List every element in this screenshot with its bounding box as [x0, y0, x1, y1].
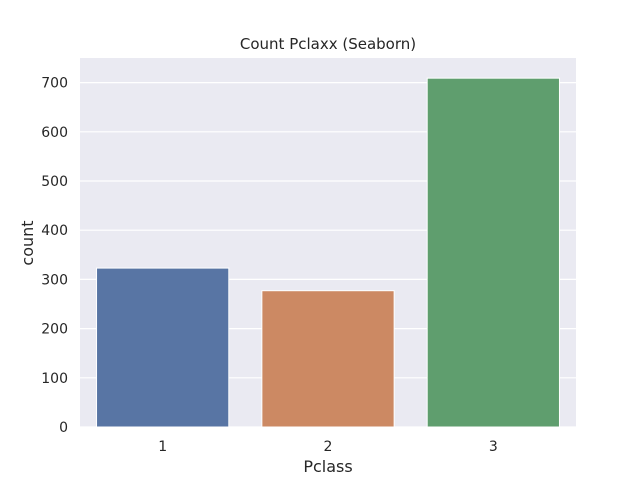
y-tick-label: 200: [41, 322, 68, 338]
y-tick-label: 600: [41, 125, 68, 141]
bar-pclass-3: [426, 77, 560, 428]
x-axis-label: Pclass: [303, 457, 352, 476]
y-tick-label: 500: [41, 174, 68, 190]
x-tick-label: 1: [158, 439, 167, 455]
y-tick-label: 300: [41, 272, 68, 288]
x-tick-labels: 1 2 3: [158, 439, 498, 455]
chart-title: Count Pclaxx (Seaborn): [240, 35, 416, 53]
y-axis-label: count: [18, 220, 37, 265]
y-tick-label: 700: [41, 76, 68, 92]
x-tick-label: 2: [324, 439, 333, 455]
bar-pclass-1: [96, 267, 230, 428]
y-tick-label: 100: [41, 371, 68, 387]
y-tick-label: 0: [59, 420, 68, 436]
bar-pclass-2: [261, 290, 395, 428]
bars: [96, 77, 560, 428]
y-tick-label: 400: [41, 223, 68, 239]
y-tick-labels: 0 100 200 300 400 500 600 700: [41, 76, 68, 436]
x-tick-label: 3: [489, 439, 498, 455]
